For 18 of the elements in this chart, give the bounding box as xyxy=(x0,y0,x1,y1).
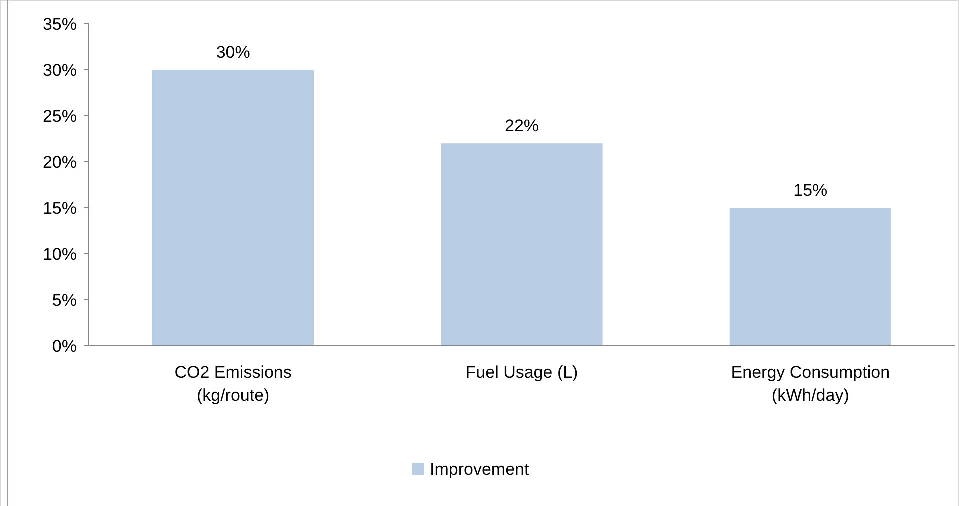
data-label: 22% xyxy=(504,116,540,136)
y-tick-label: 0% xyxy=(52,336,77,356)
bar xyxy=(152,70,314,346)
y-tick-label: 30% xyxy=(42,60,77,80)
x-tick-label: Energy Consumption (kWh/day) xyxy=(731,363,890,405)
data-label: 30% xyxy=(216,43,250,62)
x-tick-label: CO2 Emissions (kg/route) xyxy=(174,363,292,405)
x-tick-label: Fuel Usage (L) xyxy=(466,363,578,382)
bar xyxy=(730,208,892,346)
y-tick-label: 10% xyxy=(42,244,77,264)
y-tick-label: 25% xyxy=(42,106,77,126)
y-tick-label: 15% xyxy=(42,198,77,218)
y-tick-label: 5% xyxy=(52,290,77,310)
bar xyxy=(441,144,603,346)
y-tick-label: 20% xyxy=(42,152,77,172)
data-label: 15% xyxy=(794,181,828,200)
legend-label: Improvement xyxy=(430,460,530,479)
y-tick-label: 35% xyxy=(42,14,77,34)
